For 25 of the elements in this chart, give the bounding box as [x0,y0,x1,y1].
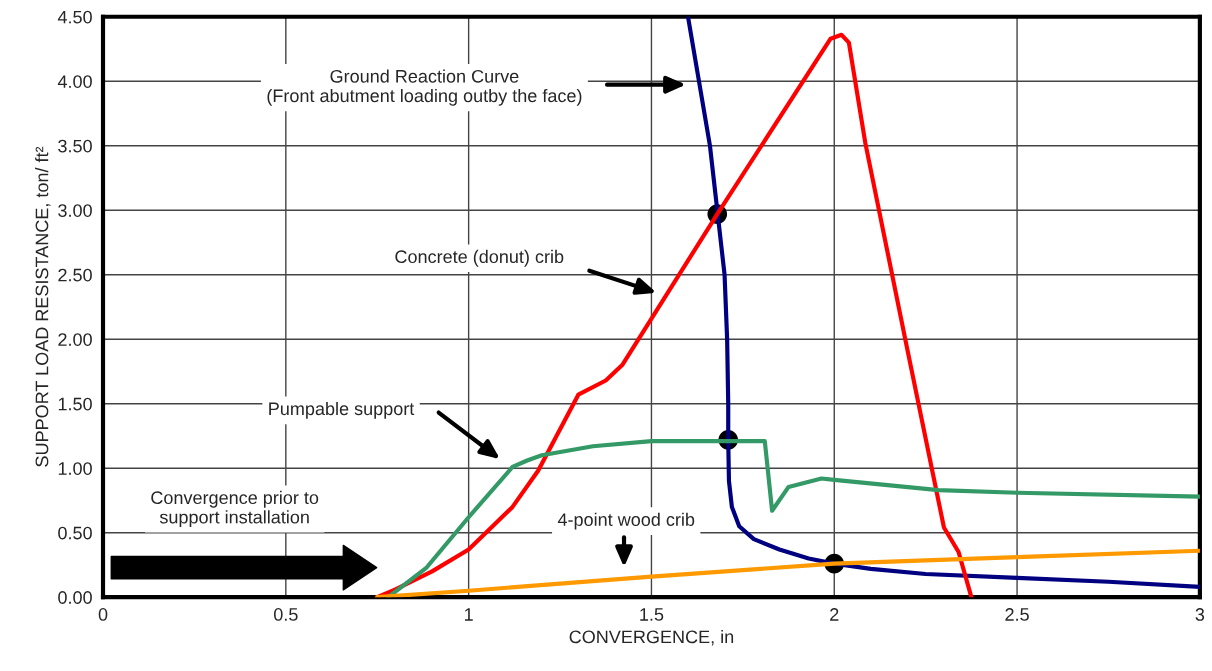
annotation: Pumpable support [269,401,415,419]
x-tick-label: 2.5 [1005,608,1029,621]
x-tick-label: 0 [98,608,108,621]
x-tick-label: 1 [465,608,473,621]
x-tick-label: 3 [1195,608,1205,621]
x-tick-label: 2 [830,608,839,621]
y-tick-label: 0.50 [58,526,92,540]
annotation: 4-point wood crib [557,512,695,530]
y-tick-label: 4.50 [57,10,92,24]
y-tick-label: 0.00 [58,591,92,604]
line-series [375,548,1200,598]
y-tick-label: 1.00 [58,462,92,475]
y-tick-label: 4.00 [57,75,92,88]
x-tick-label: 1.5 [640,608,664,621]
y-axis-title: SUPPORT LOAD RESISTANCE, ton/ ft² [35,146,51,467]
annotation: Convergence prior to support installation [151,490,319,528]
y-tick-label: 3.50 [58,139,92,153]
annotation: Ground Reaction Curve (Front abutment loading outby the face) [267,69,582,106]
y-tick-label: 2.00 [58,333,92,346]
y-tick-label: 3.00 [58,204,92,217]
y-tick-label: 1.50 [58,397,92,411]
annotation: Concrete (donut) crib [395,249,564,267]
x-axis-title: CONVERGENCE, in [569,629,734,646]
x-tick-label: 0.5 [273,608,298,621]
y-tick-label: 2.50 [58,268,92,282]
